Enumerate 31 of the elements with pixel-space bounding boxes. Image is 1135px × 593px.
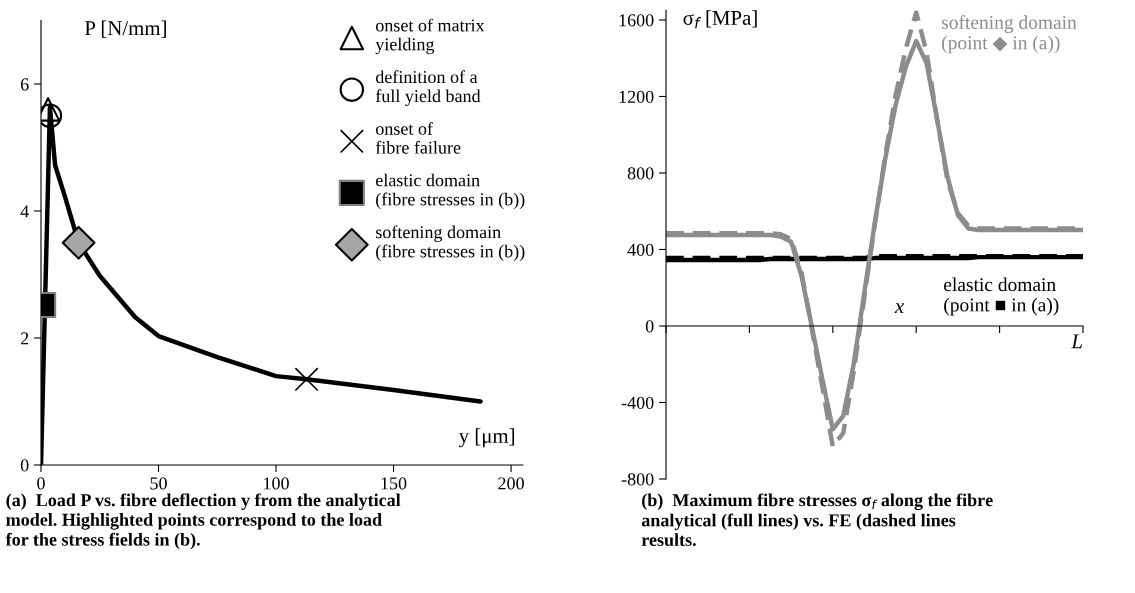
y-tick-label: 800	[627, 167, 654, 180]
x-axis-title: y [μm]	[458, 428, 515, 448]
y-tick-label: 0	[645, 320, 654, 333]
y-tick-label: 0	[20, 459, 29, 472]
x-tick-label: 100	[264, 477, 289, 490]
legend-label: definition of a full yield band	[375, 70, 481, 106]
text: (a) Load P vs. fibre deflection y from the analytical model. Highlighted points correspond to the load for the stress fields in (b).	[5, 493, 401, 550]
x-tick-label: 50	[150, 477, 167, 490]
y-tick-label: 1200	[619, 90, 654, 103]
x-tick-label: 150	[381, 477, 407, 490]
annotation: L	[1071, 334, 1083, 349]
y-axis-title: σ$_{f}$ [MPa]	[683, 10, 757, 29]
text: (b) Maximum fibre stresses σ$_{f}$ along the fibre analytical (full lines) vs. FE (dashed lines results.	[641, 493, 993, 547]
y-tick-label: -400	[621, 396, 654, 409]
y-axis-title: P [N/mm]	[84, 20, 166, 38]
y-tick-label: -800	[621, 473, 654, 486]
legend-label: onset of matrix yielding	[375, 18, 485, 55]
legend-label: onset of fibre failure	[375, 121, 461, 154]
x-axis-title: x	[894, 303, 904, 313]
y-tick-label: 400	[627, 243, 654, 256]
y-tick-label: 2	[20, 332, 29, 345]
y-tick-label: 4	[20, 205, 29, 218]
x-tick-label: 0	[37, 477, 45, 490]
annotation: elastic domain (point ■ in (a))	[944, 277, 1059, 316]
y-tick-label: 6	[20, 78, 29, 91]
legend-label: softening domain (fibre stresses in (b))	[376, 225, 525, 262]
legend-label: elastic domain (fibre stresses in (b))	[376, 173, 525, 210]
y-tick-label: 1600	[619, 14, 654, 27]
point	[41, 103, 63, 128]
x-tick-label: 200	[498, 477, 524, 490]
annotation: softening domain (point ◆ in (a))	[942, 15, 1077, 54]
